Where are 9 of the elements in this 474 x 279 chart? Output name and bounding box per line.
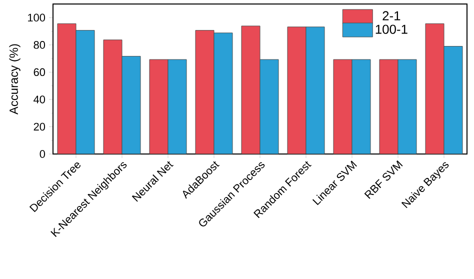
legend-label: 100-1 — [376, 24, 408, 34]
y-tick-label: 100 — [28, 14, 46, 22]
y-tick-label: 60 — [34, 68, 46, 76]
y-tick-label: 20 — [34, 122, 46, 131]
y-tick-label: 0 — [40, 150, 46, 158]
y-tick-label: 40 — [34, 96, 46, 104]
legend-label: 2-1 — [382, 11, 400, 20]
y-tick-label: 80 — [34, 41, 46, 49]
y-axis-title: Accuracy (%) — [9, 44, 20, 115]
